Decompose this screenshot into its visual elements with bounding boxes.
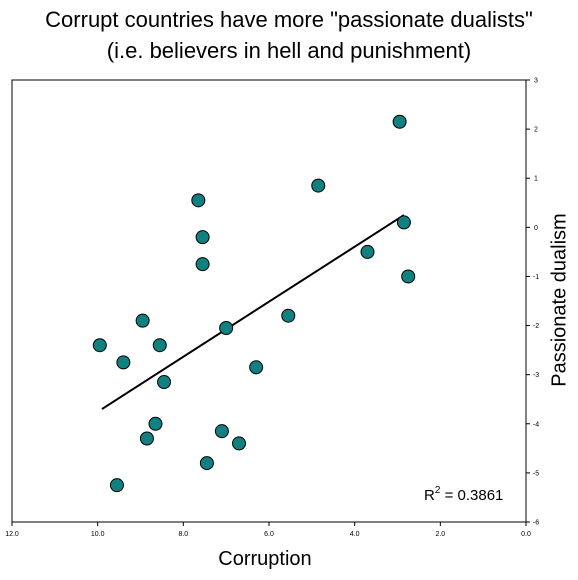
y-tick-label: 0 — [534, 225, 538, 232]
y-tick-label: 2 — [534, 127, 538, 134]
y-axis-label: Passionate dualism — [548, 213, 571, 387]
data-point — [281, 308, 296, 323]
data-point — [199, 456, 214, 471]
x-tick-label: 6.0 — [264, 531, 274, 538]
data-point — [360, 244, 375, 259]
x-axis-ticks: 12.0 10.0 8.0 6.0 4.0 2.0 0.0 — [5, 522, 531, 538]
data-point — [232, 436, 247, 451]
data-point — [401, 269, 416, 284]
data-point — [214, 424, 229, 439]
data-point — [392, 114, 407, 129]
x-tick-label: 10.0 — [91, 531, 105, 538]
data-points — [92, 114, 416, 493]
data-point — [157, 375, 172, 390]
data-point — [92, 338, 107, 353]
data-point — [109, 478, 124, 493]
y-tick-label: -5 — [533, 470, 539, 477]
data-point — [135, 313, 150, 328]
data-point — [195, 230, 210, 245]
data-point — [396, 215, 411, 230]
x-tick-label: 12.0 — [5, 531, 19, 538]
r-squared-base: R — [424, 487, 435, 504]
y-tick-label: -3 — [533, 372, 539, 379]
y-tick-label: -4 — [533, 421, 539, 428]
x-tick-label: 2.0 — [435, 531, 445, 538]
y-tick-label: 1 — [534, 176, 538, 183]
r-squared-sup: 2 — [435, 485, 441, 496]
x-tick-label: 4.0 — [350, 531, 360, 538]
x-tick-label: 8.0 — [178, 531, 188, 538]
data-point — [152, 338, 167, 353]
chart-title-line-2: (i.e. believers in hell and punishment) — [106, 38, 472, 63]
y-tick-label: -6 — [533, 520, 539, 527]
data-point — [191, 193, 206, 208]
y-tick-label: -1 — [533, 274, 539, 281]
data-point — [219, 321, 234, 336]
y-tick-label: 3 — [534, 78, 538, 85]
r-squared-annotation: R2 = 0.3861 — [424, 485, 503, 504]
x-tick-label: 0.0 — [521, 531, 531, 538]
y-axis-ticks: 3 2 1 0 -1 -2 -3 -4 -5 -6 — [526, 78, 539, 527]
data-point — [148, 416, 163, 431]
data-point — [116, 355, 131, 370]
data-point — [139, 431, 154, 446]
y-tick-label: -2 — [533, 323, 539, 330]
data-point — [249, 360, 264, 375]
chart-title-line-1: Corrupt countries have more "passionate … — [45, 7, 533, 32]
data-point — [195, 257, 210, 272]
trendline — [101, 214, 405, 410]
r-squared-value: = 0.3861 — [440, 487, 503, 504]
x-axis-label: Corruption — [218, 548, 312, 570]
data-point — [311, 178, 326, 193]
